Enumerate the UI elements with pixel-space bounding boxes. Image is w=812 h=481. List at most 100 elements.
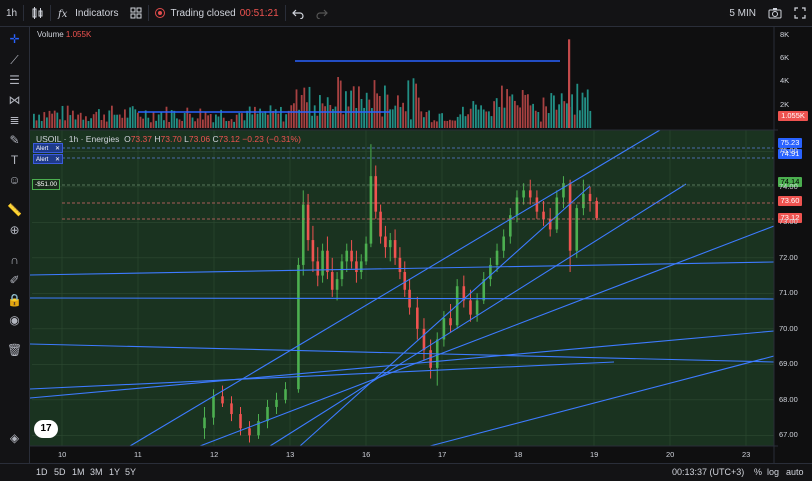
range-5d[interactable]: 5D (54, 467, 66, 477)
volume-bar (446, 120, 449, 128)
percent-toggle[interactable]: % (754, 467, 763, 477)
ruler-icon[interactable]: 📏 (7, 203, 22, 217)
lock-icon[interactable]: 🔒 (7, 293, 22, 307)
volume-legend: Volume 1.055K (37, 30, 91, 39)
trend-line[interactable] (29, 297, 775, 300)
time-tick-label: 20 (666, 450, 675, 459)
trend-line-icon[interactable]: ⟋ (10, 53, 19, 67)
price-tag[interactable]: 73.12 (778, 213, 802, 224)
lock-draw-icon[interactable]: ✐ (9, 273, 20, 287)
volume-bar (508, 96, 511, 128)
redo-button[interactable] (310, 0, 334, 26)
emoji-icon[interactable]: ☺ (8, 173, 21, 187)
trend-line[interactable] (299, 185, 591, 447)
countdown: 00:51:21 (239, 7, 279, 19)
auto-toggle[interactable]: auto (786, 467, 804, 477)
undo-button[interactable] (286, 0, 310, 26)
trend-line[interactable] (29, 330, 775, 399)
volume-bar (181, 120, 183, 128)
volume-bar (69, 115, 72, 128)
trend-line[interactable] (29, 261, 775, 276)
volume-bar (264, 111, 267, 128)
volume-bar (475, 104, 477, 128)
position-tag[interactable]: -$51.00 (32, 179, 61, 190)
volume-bar (251, 114, 254, 128)
volume-bar (347, 106, 350, 128)
price-tag[interactable]: 74.14 (778, 176, 802, 187)
price-tag[interactable]: 75.23 (778, 138, 802, 149)
trend-line[interactable] (29, 343, 775, 363)
trend-line[interactable] (269, 183, 687, 447)
pattern-icon[interactable]: ⋈ (8, 93, 21, 107)
alert-marker[interactable]: Alert ✕ (33, 154, 63, 164)
interval-button[interactable]: 1h (0, 0, 23, 26)
range-1y[interactable]: 1Y (109, 467, 121, 477)
candle-body (321, 250, 324, 276)
volume-bar (373, 80, 376, 128)
brush-icon[interactable]: ✎ (9, 133, 20, 147)
alert-marker[interactable]: Alert ✕ (33, 143, 63, 153)
candle-body (482, 279, 486, 301)
text-icon[interactable]: T (10, 153, 19, 167)
magnet-icon[interactable]: ∩ (10, 253, 19, 267)
trash-icon[interactable]: 🗑 (7, 343, 23, 357)
close-icon[interactable]: ✕ (54, 146, 60, 152)
volume-bar (516, 105, 519, 128)
volume-bar (129, 107, 131, 128)
volume-bar (160, 112, 163, 128)
price-tag[interactable]: 74.91 (778, 149, 802, 160)
crosshair-icon[interactable]: ✛ (9, 32, 20, 46)
volume-bar (61, 105, 64, 128)
candles-icon (32, 7, 43, 19)
range-1d[interactable]: 1D (36, 467, 48, 477)
log-toggle[interactable]: log (767, 467, 780, 477)
volume-bar (498, 106, 501, 128)
time-tick-label: 10 (58, 450, 67, 459)
volume-tag[interactable]: 1.055K (778, 111, 808, 121)
zoom-icon[interactable]: ⊕ (9, 223, 20, 237)
volume-bar (529, 105, 532, 128)
fib-icon[interactable]: ≣ (9, 113, 20, 127)
trend-line[interactable] (129, 129, 661, 447)
volume-bar (40, 121, 43, 128)
candle-body (248, 428, 251, 436)
chart-canvas[interactable] (0, 0, 812, 463)
volume-bar (217, 116, 220, 128)
trading-status[interactable]: Trading closed 00:51:21 (149, 0, 284, 26)
volume-bar (274, 109, 277, 128)
volume-bar (100, 120, 103, 128)
layers-icon[interactable]: ◈ (9, 431, 20, 445)
trend-line[interactable] (199, 225, 775, 447)
volume-bar (256, 113, 259, 128)
volume-bar (311, 115, 313, 128)
trend-line[interactable] (429, 355, 775, 447)
fullscreen-button[interactable] (788, 0, 812, 26)
horizontal-lines-icon[interactable]: ☰ (9, 73, 20, 87)
clock[interactable]: 00:13:37 (UTC+3) (672, 467, 745, 477)
volume-bar (72, 110, 74, 128)
screenshot-button[interactable] (762, 0, 788, 26)
volume-bar (501, 85, 503, 128)
volume-bar (108, 110, 111, 128)
range-5y[interactable]: 5Y (125, 467, 137, 477)
indicators-button[interactable]: fx Indicators (51, 0, 124, 26)
range-1m[interactable]: 1M (72, 467, 85, 477)
layouts-button[interactable] (124, 0, 148, 26)
candle-body (393, 240, 397, 258)
symbol-name[interactable]: USOIL (36, 134, 62, 144)
close-icon[interactable]: ✕ (54, 157, 60, 163)
candle-body (297, 264, 300, 390)
chart-type-button[interactable] (24, 0, 50, 26)
volume-bar (350, 90, 352, 128)
drawing-lines[interactable] (29, 129, 775, 447)
volume-bar (545, 106, 547, 128)
timeframe-button[interactable]: 5 MIN (723, 0, 762, 26)
volume-bar (337, 77, 339, 128)
eye-icon[interactable]: ◉ (9, 313, 20, 327)
candle-body (230, 403, 233, 415)
range-3m[interactable]: 3M (90, 467, 103, 477)
volume-bar (267, 114, 269, 128)
candle-body (429, 350, 432, 368)
price-tag[interactable]: 73.60 (778, 196, 802, 206)
trend-line[interactable] (29, 361, 615, 390)
